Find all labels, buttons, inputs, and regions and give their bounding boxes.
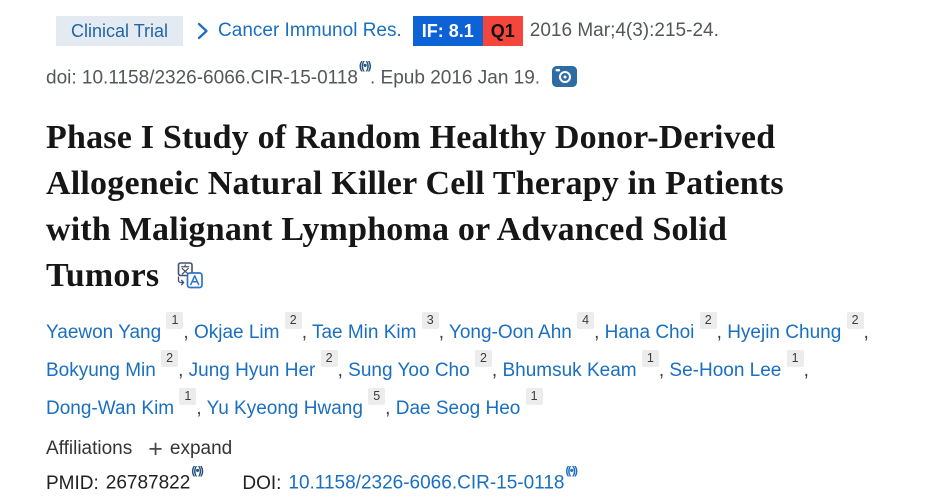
author-item: Yong-Oon Ahn 4	[448, 312, 595, 344]
author-item: Okjae Lim 2	[193, 312, 302, 344]
journal-link[interactable]: Cancer Immunol Res.	[218, 20, 402, 41]
affiliations-expand-button[interactable]: + expand	[148, 435, 233, 464]
affiliations-row: Affiliations + expand	[46, 435, 910, 464]
citation-signal-icon[interactable]: ((•))	[358, 60, 372, 72]
author-affiliation-superscript[interactable]: 2	[846, 312, 864, 329]
author-link[interactable]: Bokyung Min	[46, 360, 156, 382]
author-item: Sung Yoo Cho 2	[348, 350, 492, 382]
article-title-text: Phase I Study of Random Healthy Donor-De…	[46, 119, 784, 295]
author-affiliation-superscript[interactable]: 4	[577, 312, 595, 329]
author-affiliation-superscript[interactable]: 2	[320, 350, 338, 367]
author-link[interactable]: Bhumsuk Keam	[502, 360, 637, 382]
citation-signal-icon[interactable]: ((•))	[565, 465, 578, 478]
author-separator: ,	[863, 322, 869, 344]
author-link[interactable]: Yong-Oon Ahn	[448, 322, 572, 344]
translate-icon[interactable]	[175, 256, 203, 302]
pmid-value: 26787822	[105, 472, 191, 494]
author-separator: ,	[301, 322, 312, 344]
author-separator: ,	[594, 322, 605, 344]
author-affiliation-superscript[interactable]: 1	[166, 312, 184, 329]
author-item: Yu Kyeong Hwang 5	[206, 388, 386, 420]
expand-label: expand	[169, 438, 233, 460]
author-separator: ,	[658, 360, 670, 382]
citation-signal-icon[interactable]: ((•))	[191, 465, 204, 478]
epub-text: . Epub 2016 Jan 19.	[370, 67, 541, 89]
author-separator: ,	[803, 360, 809, 382]
plus-icon: +	[148, 435, 163, 464]
article-title: Phase I Study of Random Healthy Donor-De…	[46, 115, 910, 302]
author-link[interactable]: Se-Hoon Lee	[669, 360, 782, 382]
author-affiliation-superscript[interactable]: 2	[284, 312, 302, 329]
affiliations-label: Affiliations	[46, 438, 133, 460]
camera-icon[interactable]	[552, 66, 578, 95]
author-item: Hana Choi 2	[604, 312, 717, 344]
author-separator: ,	[491, 360, 503, 382]
author-affiliation-superscript[interactable]: 3	[421, 312, 439, 329]
author-separator: ,	[178, 360, 189, 382]
doi-line: doi: 10.1158/2326-6066.CIR-15-0118((•)).…	[46, 60, 910, 95]
author-affiliation-superscript[interactable]: 5	[368, 388, 386, 405]
author-link[interactable]: Yaewon Yang	[46, 322, 162, 344]
impact-factor-badge[interactable]: IF: 8.1	[412, 16, 483, 46]
author-item: Bokyung Min 2	[46, 350, 179, 382]
author-separator: ,	[716, 322, 728, 344]
author-link[interactable]: Tae Min Kim	[311, 322, 417, 344]
author-affiliation-superscript[interactable]: 2	[474, 350, 492, 367]
author-separator: ,	[438, 322, 449, 344]
author-affiliation-superscript[interactable]: 1	[179, 388, 197, 405]
pmid-group: PMID: 26787822((•))	[46, 465, 204, 494]
author-separator: ,	[196, 398, 207, 420]
pmid-label: PMID:	[46, 472, 99, 494]
author-affiliation-superscript[interactable]: 1	[525, 388, 543, 405]
author-item: Dong-Wan Kim 1	[46, 388, 197, 420]
doi-group: DOI: 10.1158/2326-6066.CIR-15-0118((•))	[242, 465, 578, 494]
author-item: Dae Seog Heo 1	[395, 388, 543, 420]
citation-meta-bar: Clinical Trial Cancer Immunol Res. IF: 8…	[56, 16, 910, 46]
doi-label: DOI:	[242, 472, 282, 494]
author-affiliation-superscript[interactable]: 1	[786, 350, 804, 367]
author-separator: ,	[183, 322, 194, 344]
author-affiliation-superscript[interactable]: 2	[699, 312, 717, 329]
identifiers-row: PMID: 26787822((•)) DOI: 10.1158/2326-6066…	[46, 465, 910, 494]
doi-text: doi: 10.1158/2326-6066.CIR-15-0118	[46, 67, 358, 89]
author-link[interactable]: Dae Seog Heo	[395, 398, 521, 420]
author-separator: ,	[337, 360, 349, 382]
publication-type-badge: Clinical Trial	[56, 16, 184, 46]
citation-date: 2016 Mar;4(3):215-24.	[529, 20, 719, 41]
author-link[interactable]: Jung Hyun Her	[188, 360, 316, 382]
author-link[interactable]: Yu Kyeong Hwang	[206, 398, 363, 420]
author-item: Se-Hoon Lee 1	[669, 350, 804, 382]
author-link[interactable]: Okjae Lim	[193, 322, 280, 344]
chevron-right-icon	[196, 21, 209, 41]
author-affiliation-superscript[interactable]: 2	[161, 350, 179, 367]
author-item: Yaewon Yang 1	[46, 312, 184, 344]
author-item: Jung Hyun Her 2	[188, 350, 338, 382]
author-link[interactable]: Hana Choi	[604, 322, 695, 344]
doi-link[interactable]: 10.1158/2326-6066.CIR-15-0118	[288, 472, 565, 494]
author-item: Bhumsuk Keam 1	[502, 350, 659, 382]
author-link[interactable]: Dong-Wan Kim	[46, 398, 175, 420]
author-link[interactable]: Sung Yoo Cho	[348, 360, 470, 382]
author-separator: ,	[385, 398, 396, 420]
author-link[interactable]: Hyejin Chung	[727, 322, 842, 344]
authors-list: Yaewon Yang 1, Okjae Lim 2, Tae Min Kim …	[46, 312, 910, 428]
author-item: Hyejin Chung 2	[727, 312, 864, 344]
quartile-badge[interactable]: Q1	[482, 16, 523, 46]
author-affiliation-superscript[interactable]: 1	[641, 350, 659, 367]
author-item: Tae Min Kim 3	[311, 312, 439, 344]
